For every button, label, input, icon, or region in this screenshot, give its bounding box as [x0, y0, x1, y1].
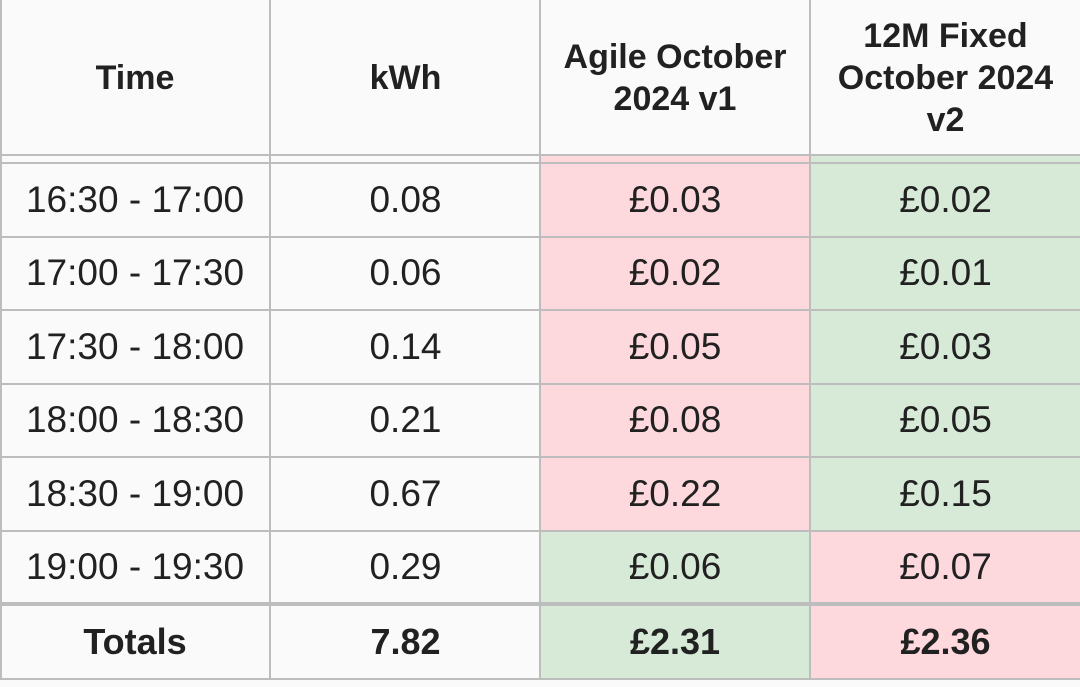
cell-kwh-text: 0.29 [369, 546, 442, 588]
cell-agile: £0.02 [541, 237, 809, 309]
cell-agile: £0.08 [541, 384, 809, 456]
grid-line [0, 235, 1080, 238]
header-fixed-label: 12M Fixed October 2024 v2 [837, 16, 1054, 139]
cell-kwh: 0.29 [271, 532, 540, 604]
cell-agile-text: £0.06 [628, 546, 722, 588]
cell-time-text: 18:00 - 18:30 [25, 399, 245, 441]
agile-header-stripe [541, 155, 809, 163]
cell-kwh: 0.21 [271, 385, 540, 457]
cell-time-text: 18:30 - 19:00 [25, 472, 245, 514]
fixed-header-stripe [811, 155, 1080, 163]
cell-agile-text: £0.22 [628, 472, 722, 514]
cell-fixed: £0.01 [811, 237, 1080, 309]
grid-line [809, 0, 811, 680]
cell-time-text: 17:30 - 18:00 [25, 325, 245, 367]
cell-kwh: 0.67 [271, 458, 540, 530]
cell-time: 19:00 - 19:30 [0, 532, 270, 604]
cell-time-text: 16:30 - 17:00 [25, 178, 245, 220]
cell-fixed-text: £0.15 [899, 472, 992, 514]
cell-fixed: £0.05 [811, 384, 1080, 456]
header-kwh: kWh [271, 0, 540, 155]
cell-fixed-text: £0.05 [899, 399, 992, 441]
header-agile-label: Agile October 2024 v1 [563, 37, 787, 118]
cell-fixed-text: £0.01 [899, 252, 992, 294]
grid-line [0, 382, 1080, 385]
cell-kwh-text: 0.06 [369, 252, 442, 294]
cell-time: 17:30 - 18:00 [0, 311, 270, 383]
header-kwh-label: kWh [369, 58, 442, 97]
header-agile: Agile October 2024 v1 [541, 0, 809, 155]
cell-agile-text: £0.03 [628, 178, 722, 220]
cell-kwh: 0.08 [271, 164, 540, 236]
cell-time-text: 19:00 - 19:30 [25, 546, 245, 588]
header-fixed: 12M Fixed October 2024 v2 [811, 0, 1080, 155]
cell-fixed: £0.02 [811, 164, 1080, 236]
cell-fixed-text: £0.02 [899, 178, 992, 220]
cell-fixed-text: £0.07 [899, 546, 992, 588]
cell-agile-text: £0.08 [628, 399, 722, 441]
cell-kwh: 0.06 [271, 238, 540, 310]
cell-agile: £0.05 [541, 311, 809, 383]
cell-kwh-text: 0.08 [369, 178, 442, 220]
cell-agile: £0.03 [541, 164, 809, 236]
grid-line [0, 0, 2, 680]
cell-agile-text: £0.05 [628, 325, 722, 367]
cell-fixed-text: £0.03 [899, 325, 992, 367]
cell-kwh-text: 0.21 [369, 399, 442, 441]
totals-agile-text: £2.31 [629, 620, 721, 662]
grid-line [0, 309, 1080, 311]
cell-kwh: 0.14 [271, 311, 540, 383]
grid-line [269, 0, 271, 680]
cell-time: 17:00 - 17:30 [0, 238, 270, 310]
totals-fixed-text: £2.36 [900, 620, 991, 662]
totals-kwh-text: 7.82 [370, 620, 441, 662]
totals-fixed: £2.36 [811, 605, 1080, 678]
cell-time: 18:30 - 19:00 [0, 458, 270, 530]
header-time-label: Time [95, 58, 175, 97]
cell-fixed: £0.07 [811, 531, 1080, 603]
grid-line [539, 0, 541, 680]
cell-agile-text: £0.02 [628, 252, 722, 294]
header-time: Time [0, 0, 270, 155]
cell-time-text: 17:00 - 17:30 [25, 252, 245, 294]
grid-line [0, 456, 1080, 458]
totals-label: Totals [0, 605, 270, 678]
grid-line [0, 529, 1080, 532]
cell-time: 16:30 - 17:00 [0, 164, 270, 236]
cell-agile: £0.06 [541, 531, 809, 603]
cell-fixed: £0.03 [811, 311, 1080, 383]
cell-kwh-text: 0.67 [369, 472, 442, 514]
totals-agile: £2.31 [541, 605, 809, 678]
cell-fixed: £0.15 [811, 458, 1080, 530]
cell-agile: £0.22 [541, 458, 809, 530]
cell-time: 18:00 - 18:30 [0, 385, 270, 457]
cell-kwh-text: 0.14 [369, 325, 442, 367]
totals-kwh: 7.82 [271, 605, 540, 678]
totals-label-text: Totals [83, 620, 187, 662]
